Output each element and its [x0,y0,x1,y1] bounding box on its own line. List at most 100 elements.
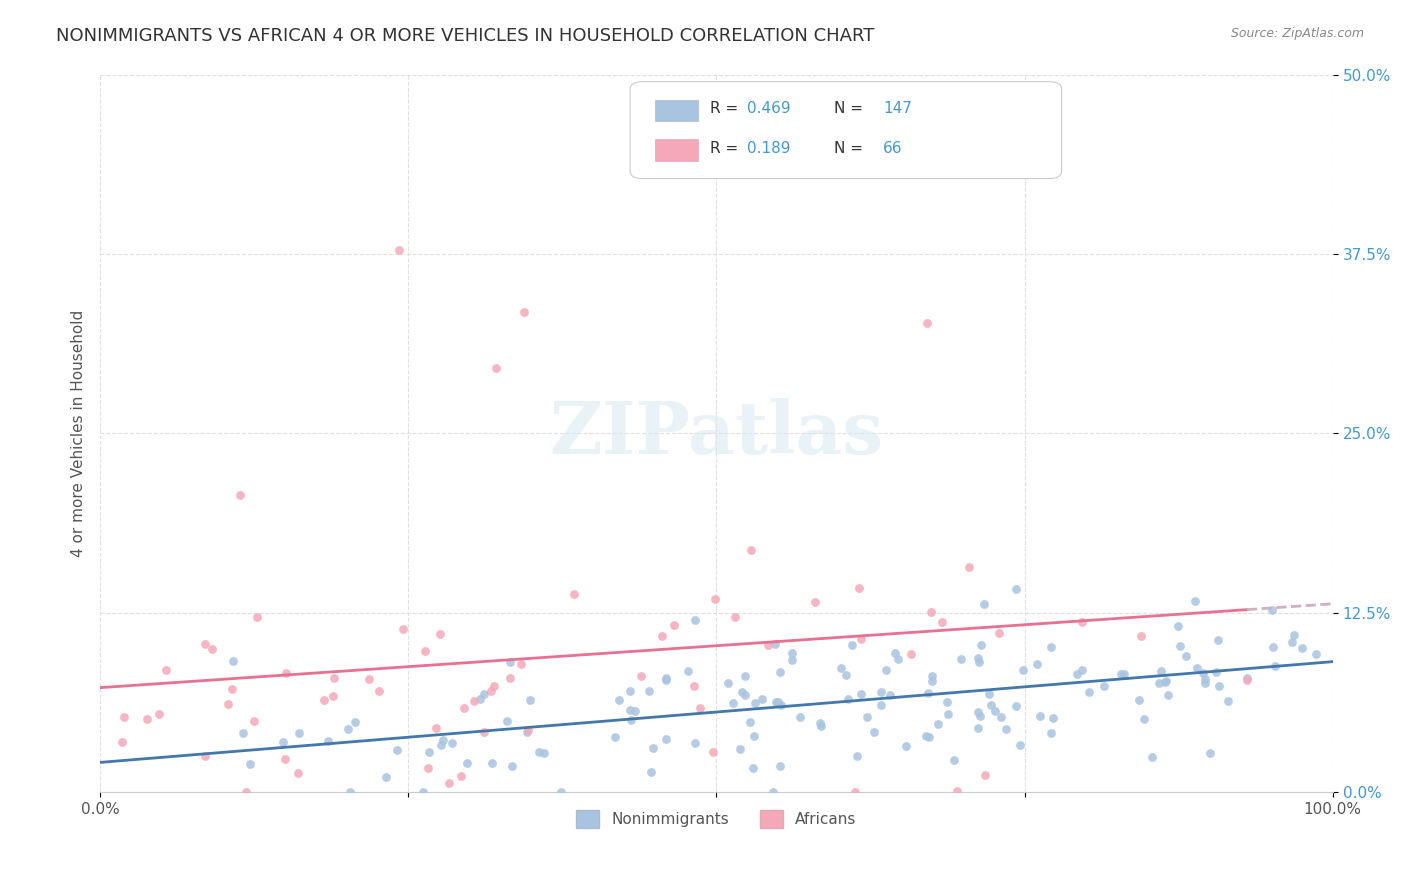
Point [1004,699,1026,714]
Point [936,706,959,721]
Point [974,768,997,782]
Point [724,609,747,624]
Point [1149,676,1171,690]
Point [769,665,792,679]
Point [136,712,159,726]
Point [1025,657,1047,672]
Point [322,689,344,703]
Point [789,710,811,724]
Point [472,725,495,739]
Point [744,697,766,711]
Point [1194,675,1216,690]
Point [1039,726,1062,740]
Point [246,609,269,624]
Point [641,741,664,756]
Point [896,739,918,753]
Point [1140,749,1163,764]
Point [921,674,943,689]
Point [463,694,485,708]
Point [979,687,1001,701]
Point [717,676,740,690]
Point [664,618,686,632]
Point [887,651,910,665]
Point [274,665,297,680]
Point [879,689,901,703]
Point [734,669,756,683]
Point [550,785,572,799]
Point [969,709,991,723]
Point [683,679,706,693]
Point [780,646,803,660]
Point [1167,618,1189,632]
Point [288,725,311,739]
Point [336,722,359,736]
Point [472,687,495,701]
Point [810,719,832,733]
Point [731,685,754,699]
Point [703,592,725,607]
Point [1282,628,1305,642]
Point [920,605,942,619]
Point [769,759,792,773]
Point [756,638,779,652]
Point [943,753,966,767]
Point [359,672,381,686]
Point [1187,661,1209,675]
Point [388,243,411,257]
Legend: Nonimmigrants, Africans: Nonimmigrants, Africans [571,804,862,835]
Point [762,785,785,799]
Point [1029,709,1052,723]
Point [949,651,972,665]
Point [848,581,870,595]
Point [741,761,763,775]
Point [441,736,464,750]
Point [316,733,339,747]
Point [721,696,744,710]
Point [1066,666,1088,681]
Point [967,655,990,669]
Point [323,671,346,685]
Point [651,629,673,643]
Point [155,663,177,677]
Point [1191,666,1213,681]
Point [485,361,508,376]
Point [810,716,832,731]
Point [468,691,491,706]
Point [845,749,868,764]
Point [1261,640,1284,654]
Point [387,743,409,757]
Point [782,653,804,667]
Point [875,663,897,677]
Text: 66: 66 [883,141,903,156]
Point [936,694,959,708]
Point [921,669,943,683]
Point [1078,684,1101,698]
Point [533,746,555,760]
Text: 0.189: 0.189 [747,141,790,156]
Point [495,714,517,728]
Point [413,644,436,658]
Point [869,698,891,712]
Point [980,698,1002,713]
Point [1264,658,1286,673]
Point [624,704,647,718]
Point [217,697,239,711]
Point [437,776,460,790]
Point [766,696,789,710]
Point [987,626,1010,640]
Point [1208,680,1230,694]
Point [607,693,630,707]
Point [738,714,761,729]
Point [654,731,676,746]
Point [239,756,262,771]
Point [274,752,297,766]
Point [1150,665,1173,679]
Point [425,721,447,735]
Point [1194,672,1216,686]
Point [201,642,224,657]
Point [453,701,475,715]
Point [1261,603,1284,617]
Point [851,687,873,701]
Point [343,715,366,730]
Point [957,560,980,574]
